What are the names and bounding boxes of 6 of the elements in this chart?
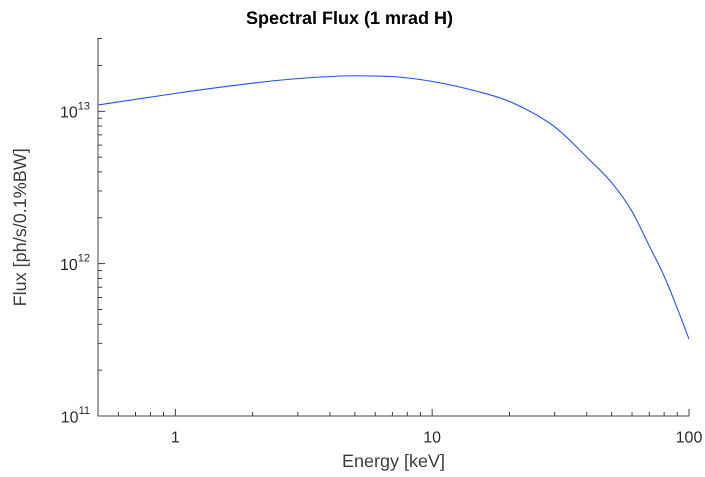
x-axis-title: Energy [keV] [342, 451, 446, 472]
y-axis-title: Flux [ph/s/0.1%BW] [10, 148, 30, 306]
x-tick-label: 1 [170, 429, 180, 446]
x-tick-label: 10 [423, 429, 442, 446]
chart-title: Spectral Flux (1 mrad H) [246, 8, 454, 28]
x-tick-label: 100 [676, 429, 702, 446]
